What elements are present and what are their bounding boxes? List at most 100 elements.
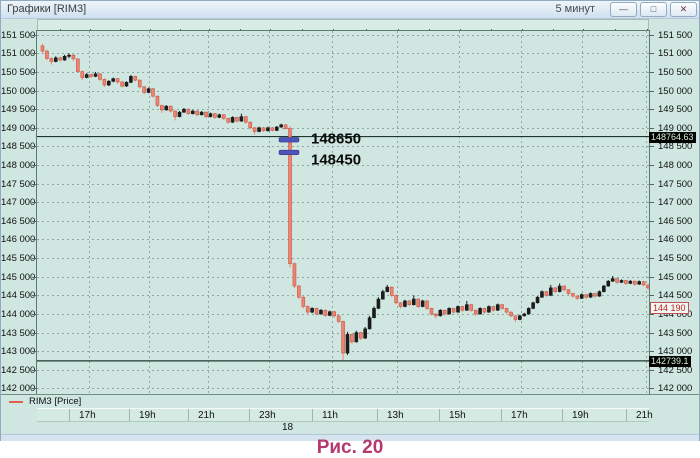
figure-caption: Рис. 20 xyxy=(316,437,384,458)
y-axis-label: 146 500 xyxy=(658,215,693,227)
axis-tick xyxy=(650,369,654,371)
y-axis-label: 150 000 xyxy=(1,85,36,97)
maximize-button[interactable]: □ xyxy=(640,2,667,17)
axis-tick xyxy=(32,239,36,241)
y-axis-label: 146 000 xyxy=(1,234,36,246)
series-swatch-icon xyxy=(9,401,23,403)
axis-tick xyxy=(32,109,36,111)
y-axis-label: 147 500 xyxy=(1,178,36,190)
axis-tick xyxy=(32,53,36,55)
y-axis-label: 145 000 xyxy=(658,271,693,283)
y-axis-right: 144 190 151 500 151 000 150 500 150 000 149 … xyxy=(649,19,700,434)
minimize-icon: — xyxy=(619,4,628,14)
y-axis-label: 142 500 xyxy=(1,364,36,376)
window-title: Графики [RIM3] xyxy=(7,3,87,15)
axis-tick xyxy=(32,313,36,315)
x-axis-separator xyxy=(377,409,378,421)
y-axis-label: 144 500 xyxy=(658,290,693,302)
level-price-label: 148764.63 xyxy=(649,131,696,143)
y-axis-label: 151 000 xyxy=(658,48,693,60)
y-axis-label: 148 500 xyxy=(658,141,693,153)
axis-tick xyxy=(32,220,36,222)
axis-tick xyxy=(650,109,654,111)
y-axis-label: 150 500 xyxy=(658,66,693,78)
axis-tick xyxy=(32,90,36,92)
axis-tick xyxy=(650,53,654,55)
window-titlebar[interactable]: Графики [RIM3] 5 минут — □ ✕ xyxy=(1,1,699,19)
y-axis-label: 151 500 xyxy=(658,29,693,41)
axis-tick xyxy=(32,388,36,390)
x-axis-label: 17h xyxy=(79,410,96,421)
y-axis-label: 149 000 xyxy=(1,122,36,134)
window-controls: — □ ✕ xyxy=(610,2,697,17)
y-axis-label: 146 500 xyxy=(1,215,36,227)
y-axis-label: 149 000 xyxy=(658,122,693,134)
x-axis-separator xyxy=(188,409,189,421)
x-axis-label: 19h xyxy=(572,410,589,421)
x-axis-separator xyxy=(312,409,313,421)
minimize-button[interactable]: — xyxy=(610,2,637,17)
axis-tick xyxy=(650,313,654,315)
axis-tick xyxy=(650,388,654,390)
y-axis-label: 150 000 xyxy=(658,85,693,97)
y-axis-label: 144 000 xyxy=(658,308,693,320)
y-axis-label: 150 500 xyxy=(1,66,36,78)
axis-tick xyxy=(32,71,36,73)
y-axis-label: 149 500 xyxy=(1,104,36,116)
axis-tick xyxy=(32,34,36,36)
x-axis-label: 15h xyxy=(449,410,466,421)
axis-tick xyxy=(650,146,654,148)
level-marker-bar[interactable] xyxy=(278,137,300,143)
y-axis-label: 145 500 xyxy=(658,253,693,265)
y-axis-label: 149 500 xyxy=(658,104,693,116)
axis-tick xyxy=(650,34,654,36)
y-axis-label: 142 000 xyxy=(658,383,693,395)
axis-tick xyxy=(32,258,36,260)
x-axis-label: 19h xyxy=(139,410,156,421)
y-axis-label: 144 000 xyxy=(1,308,36,320)
axis-tick xyxy=(650,165,654,167)
x-axis-separator xyxy=(129,409,130,421)
axis-tick xyxy=(32,332,36,334)
x-axis-label: 21h xyxy=(198,410,215,421)
y-axis-label: 143 500 xyxy=(658,327,693,339)
price-chart[interactable]: 148650 148450 xyxy=(36,30,650,395)
y-axis-label: 148 500 xyxy=(1,141,36,153)
y-axis-label: 147 500 xyxy=(658,178,693,190)
axis-tick xyxy=(32,183,36,185)
axis-tick xyxy=(32,276,36,278)
y-axis-left: 151 500 151 000 150 500 150 000 149 500 149 0… xyxy=(1,19,37,434)
axis-tick xyxy=(650,258,654,260)
y-axis-label: 151 000 xyxy=(1,48,36,60)
axis-tick xyxy=(650,127,654,129)
close-button[interactable]: ✕ xyxy=(670,2,697,17)
chart-interval-label: 5 минут xyxy=(555,3,596,15)
y-axis-label: 142 500 xyxy=(658,364,693,376)
y-axis-label: 142 000 xyxy=(1,383,36,395)
x-axis-label: 13h xyxy=(387,410,404,421)
close-icon: ✕ xyxy=(679,4,688,14)
y-axis-label: 143 500 xyxy=(1,327,36,339)
window-bottom-strip xyxy=(1,434,699,441)
axis-tick xyxy=(650,276,654,278)
x-axis-label: 11h xyxy=(322,410,338,421)
candles xyxy=(40,43,649,361)
level-lines xyxy=(37,135,649,362)
axis-tick xyxy=(650,351,654,353)
axis-tick xyxy=(650,295,654,297)
axis-tick xyxy=(32,127,36,129)
axis-tick xyxy=(650,183,654,185)
axis-tick xyxy=(32,165,36,167)
x-axis-label: 23h xyxy=(259,410,276,421)
x-axis: 17h 19h 21h 23h 11h 13h 15h 17h 19h 21h xyxy=(37,408,653,422)
y-axis-label: 148 000 xyxy=(1,160,36,172)
axis-tick xyxy=(650,90,654,92)
level-marker-bar[interactable] xyxy=(278,149,300,155)
axis-tick xyxy=(650,220,654,222)
y-axis-label: 143 000 xyxy=(658,346,693,358)
maximize-icon: □ xyxy=(650,4,657,14)
series-label: RIM3 [Price] xyxy=(29,396,82,407)
axis-tick xyxy=(650,202,654,204)
chart-window: Графики [RIM3] 5 минут — □ ✕ 151 500 151 … xyxy=(0,0,700,441)
